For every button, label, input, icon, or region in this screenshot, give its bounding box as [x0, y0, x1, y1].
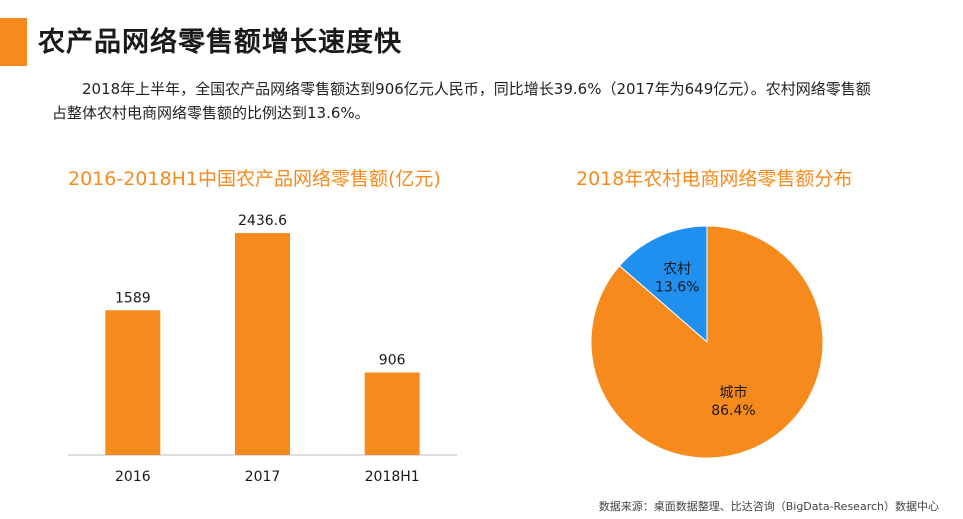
bar-value-label: 2436.6 [238, 213, 287, 229]
bar-value-label: 1589 [115, 290, 151, 306]
bar-2016 [105, 310, 161, 455]
pie-slice-urban [590, 225, 824, 459]
x-tick-label: 2016 [115, 469, 151, 485]
x-tick-label: 2017 [245, 469, 281, 485]
intro-line-2: 占整体农村电商网络零售额的比例达到13.6%。 [52, 104, 370, 122]
source-note: 数据来源：桌面数据整理、比达咨询（BigData-Research）数据中心 [598, 500, 939, 513]
intro-line-1: 2018年上半年，全国农产品网络零售额达到906亿元人民币，同比增长39.6%（… [82, 80, 871, 98]
pie-slice-percent: 13.6% [655, 280, 699, 296]
title-accent-bar [0, 18, 27, 66]
pie-chart-title: 2018年农村电商网络零售额分布 [576, 168, 853, 190]
pie-slice-name: 农村 [663, 262, 691, 278]
intro-paragraph: 2018年上半年，全国农产品网络零售额达到906亿元人民币，同比增长39.6%（… [52, 77, 932, 125]
bar-2017 [235, 233, 290, 455]
page-title: 农产品网络零售额增长速度快 [38, 27, 402, 58]
pie-slice-rural [618, 225, 708, 344]
bar-value-label: 906 [379, 352, 406, 368]
x-tick-label: 2018H1 [365, 469, 420, 485]
pie-slice-name: 城市 [719, 384, 747, 401]
bar-2018H1 [364, 372, 420, 455]
bar-chart-title: 2016-2018H1中国农产品网络零售额(亿元) [68, 168, 441, 190]
pie-slice-percent: 86.4% [711, 403, 755, 419]
